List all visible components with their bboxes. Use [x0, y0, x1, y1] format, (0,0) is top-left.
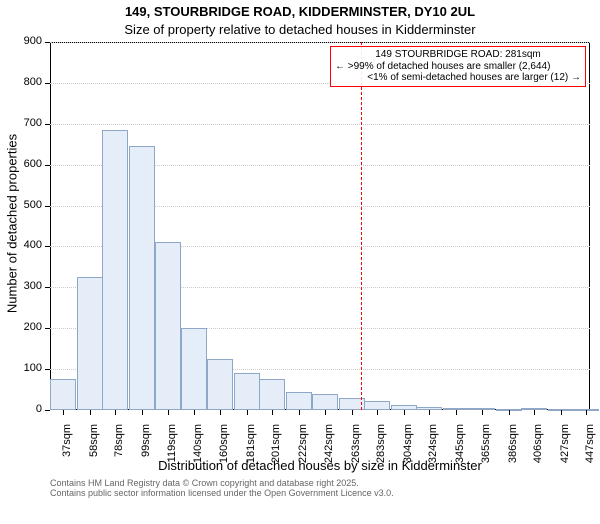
y-tick-mark	[45, 42, 50, 43]
y-tick-mark	[45, 410, 50, 411]
x-tick-mark	[325, 410, 326, 415]
y-tick-mark	[45, 328, 50, 329]
x-tick-label: 365sqm	[480, 424, 492, 524]
y-tick-mark	[45, 287, 50, 288]
y-tick-label: 0	[12, 403, 42, 415]
x-tick-mark	[586, 410, 587, 415]
y-tick-label: 900	[12, 35, 42, 47]
y-tick-label: 100	[12, 362, 42, 374]
x-tick-label: 140sqm	[192, 424, 204, 524]
x-tick-label: 283sqm	[375, 424, 387, 524]
x-tick-label: 181sqm	[245, 424, 257, 524]
x-tick-label: 447sqm	[584, 424, 596, 524]
histogram-bar	[50, 379, 76, 410]
x-tick-label: 304sqm	[402, 424, 414, 524]
x-tick-mark	[534, 410, 535, 415]
x-tick-label: 406sqm	[532, 424, 544, 524]
y-tick-label: 400	[12, 239, 42, 251]
marker-line	[361, 42, 362, 410]
x-tick-label: 58sqm	[88, 424, 100, 524]
x-tick-label: 263sqm	[350, 424, 362, 524]
x-tick-mark	[299, 410, 300, 415]
x-tick-mark	[456, 410, 457, 415]
y-tick-mark	[45, 369, 50, 370]
y-gridline	[50, 124, 590, 126]
histogram-bar	[77, 277, 103, 410]
y-tick-label: 500	[12, 199, 42, 211]
y-tick-mark	[45, 165, 50, 166]
y-tick-mark	[45, 246, 50, 247]
x-tick-label: 160sqm	[218, 424, 230, 524]
y-tick-mark	[45, 206, 50, 207]
x-tick-mark	[194, 410, 195, 415]
y-tick-mark	[45, 83, 50, 84]
x-tick-mark	[168, 410, 169, 415]
x-tick-mark	[429, 410, 430, 415]
x-tick-mark	[352, 410, 353, 415]
annotation-line2: ← >99% of detached houses are smaller (2…	[335, 61, 581, 73]
chart-title-line1: 149, STOURBRIDGE ROAD, KIDDERMINSTER, DY…	[0, 4, 600, 19]
x-tick-label: 201sqm	[270, 424, 282, 524]
y-tick-mark	[45, 124, 50, 125]
x-tick-label: 99sqm	[140, 424, 152, 524]
annotation-line1: 149 STOURBRIDGE ROAD: 281sqm	[335, 49, 581, 61]
chart-title-line2: Size of property relative to detached ho…	[0, 22, 600, 37]
y-tick-label: 200	[12, 321, 42, 333]
y-axis-label: Number of detached properties	[5, 124, 20, 324]
x-tick-mark	[272, 410, 273, 415]
histogram-bar	[312, 394, 338, 410]
y-tick-label: 700	[12, 117, 42, 129]
x-tick-mark	[404, 410, 405, 415]
histogram-bar	[155, 242, 181, 410]
x-tick-mark	[63, 410, 64, 415]
x-tick-label: 242sqm	[323, 424, 335, 524]
histogram-bar	[286, 392, 312, 410]
x-tick-mark	[509, 410, 510, 415]
x-tick-label: 78sqm	[113, 424, 125, 524]
x-tick-mark	[220, 410, 221, 415]
y-tick-label: 800	[12, 76, 42, 88]
x-tick-mark	[377, 410, 378, 415]
annotation-box: 149 STOURBRIDGE ROAD: 281sqm← >99% of de…	[330, 46, 586, 87]
x-tick-mark	[115, 410, 116, 415]
x-tick-mark	[247, 410, 248, 415]
x-tick-label: 324sqm	[427, 424, 439, 524]
histogram-bar	[207, 359, 233, 410]
x-tick-mark	[142, 410, 143, 415]
histogram-bar	[234, 373, 260, 410]
y-gridline	[50, 42, 590, 44]
chart-container: 149, STOURBRIDGE ROAD, KIDDERMINSTER, DY…	[0, 0, 600, 500]
x-tick-label: 345sqm	[454, 424, 466, 524]
x-tick-mark	[90, 410, 91, 415]
x-tick-label: 37sqm	[61, 424, 73, 524]
y-tick-label: 600	[12, 158, 42, 170]
y-tick-label: 300	[12, 280, 42, 292]
x-tick-label: 119sqm	[166, 424, 178, 524]
histogram-bar	[102, 130, 128, 410]
histogram-bar	[129, 146, 155, 410]
histogram-bar	[181, 328, 207, 410]
x-tick-label: 427sqm	[559, 424, 571, 524]
x-tick-mark	[482, 410, 483, 415]
histogram-bar	[364, 401, 390, 410]
annotation-line3: <1% of semi-detached houses are larger (…	[335, 72, 581, 84]
x-tick-label: 386sqm	[507, 424, 519, 524]
histogram-bar	[259, 379, 285, 410]
x-tick-label: 222sqm	[297, 424, 309, 524]
x-tick-mark	[561, 410, 562, 415]
